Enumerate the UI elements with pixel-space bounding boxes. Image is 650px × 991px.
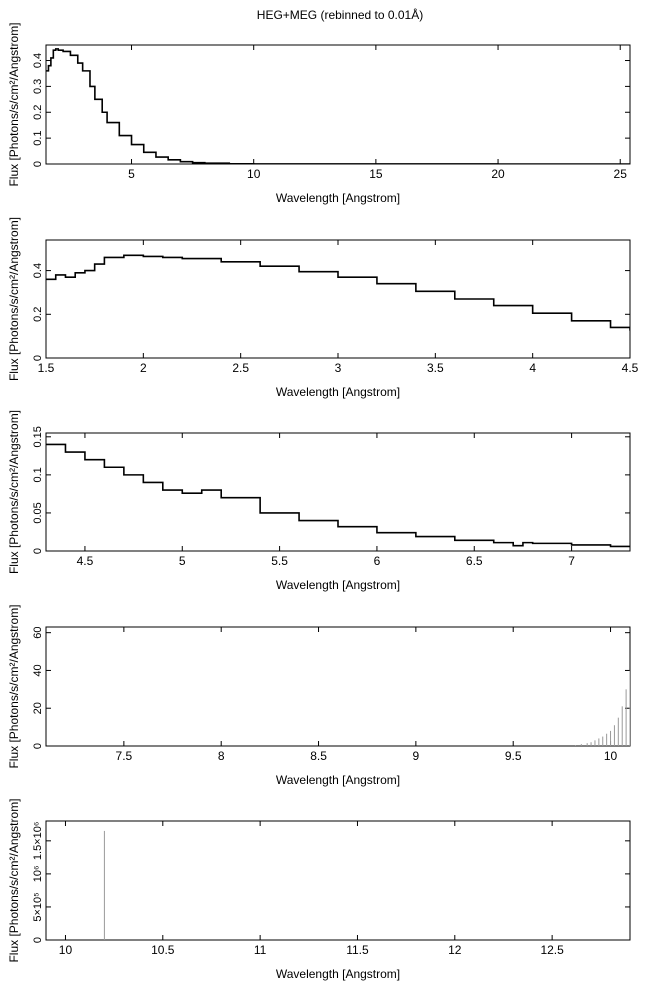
x-tick-label: 6 — [374, 554, 381, 568]
chart-panel-4: 7.5 8 8.5 9 9.5 10 0 20 40 60 Wavelength [Angstrom… — [7, 604, 631, 787]
y-tick-label: 0.4 — [32, 263, 44, 278]
y-tick-label: 0 — [32, 743, 44, 749]
plot-frame — [45, 820, 631, 941]
y-tick-label: 10⁶ — [32, 866, 44, 883]
x-tick-label: 9.5 — [505, 749, 522, 763]
y-tick-label: 1.5×10⁶ — [32, 822, 44, 860]
x-tick-label: 6.5 — [466, 554, 483, 568]
plot-frame — [45, 626, 631, 747]
chart-panel-3: 4.5 5 5.5 6 6.5 7 0 0.05 0.1 0.15 Wavelength [Angs… — [7, 410, 631, 592]
y-axis-label: Flux [Photons/s/cm²/Angstrom] — [7, 217, 21, 381]
x-tick-label: 2 — [140, 361, 147, 375]
x-tick-label: 5 — [179, 554, 186, 568]
x-tick-label: 12 — [448, 943, 462, 957]
y-tick-label: 0.4 — [32, 53, 44, 68]
x-tick-label: 5 — [128, 167, 135, 181]
series-line-1 — [46, 254, 630, 331]
y-tick-label: 0 — [32, 548, 44, 554]
y-axis-label: Flux [Photons/s/cm²/Angstrom] — [7, 410, 21, 574]
y-tick-label: 0.3 — [32, 79, 44, 94]
y-tick-label: 0.05 — [32, 502, 44, 523]
x-tick-label: 8.5 — [310, 749, 327, 763]
x-axis-label: Wavelength [Angstrom] — [276, 191, 400, 205]
x-axis-label: Wavelength [Angstrom] — [276, 773, 400, 787]
y-tick-label: 0 — [32, 161, 44, 167]
chart-panel-2: 1.5 2 2.5 3 3.5 4 4.5 0 0.2 0.4 Wavelength [Angstr… — [7, 217, 639, 399]
y-tick-label: 0.1 — [32, 130, 44, 145]
plot-frame — [45, 432, 631, 552]
x-tick-label: 2.5 — [232, 361, 249, 375]
x-tick-label: 7.5 — [116, 749, 133, 763]
x-tick-label: 15 — [369, 167, 383, 181]
x-tick-label: 8 — [218, 749, 225, 763]
plot-frame — [45, 239, 631, 359]
x-tick-label: 10 — [247, 167, 261, 181]
y-axis-label: Flux [Photons/s/cm²/Angstrom] — [7, 604, 21, 768]
x-tick-label: 4.5 — [622, 361, 639, 375]
y-tick-label: 0.15 — [32, 426, 44, 447]
y-tick-label: 0 — [32, 355, 44, 361]
data-area — [46, 254, 630, 331]
x-tick-label: 25 — [614, 167, 628, 181]
x-tick-label: 12.5 — [540, 943, 564, 957]
x-tick-label: 7 — [568, 554, 575, 568]
y-tick-label: 0 — [32, 937, 44, 943]
page-title: HEG+MEG (rebinned to 0.01Å) — [256, 8, 424, 22]
series-line-1 — [46, 48, 630, 164]
data-area — [46, 443, 630, 548]
x-tick-label: 10 — [59, 943, 73, 957]
y-tick-label: 0.2 — [32, 105, 44, 120]
plot-frame — [45, 44, 631, 165]
y-tick-label: 0.1 — [32, 467, 44, 482]
x-tick-label: 11 — [254, 943, 267, 957]
y-tick-label: 5×10⁵ — [32, 892, 44, 921]
series-line-1 — [46, 443, 630, 548]
x-tick-label: 4 — [529, 361, 536, 375]
x-tick-label: 5.5 — [271, 554, 288, 568]
chart-panel-5: 10 10.5 11 11.5 12 12.5 0 5×10⁵ 10⁶ 1.5×10⁶ Wavele… — [7, 798, 631, 981]
data-area — [46, 48, 630, 164]
x-tick-label: 11.5 — [346, 943, 369, 957]
x-tick-label: 3.5 — [427, 361, 444, 375]
x-tick-label: 3 — [335, 361, 342, 375]
y-tick-label: 60 — [32, 627, 44, 639]
y-tick-label: 20 — [32, 702, 44, 714]
x-axis-label: Wavelength [Angstrom] — [276, 967, 400, 981]
x-tick-label: 1.5 — [38, 361, 55, 375]
x-tick-label: 20 — [491, 167, 505, 181]
x-axis-label: Wavelength [Angstrom] — [276, 578, 400, 592]
y-axis-label: Flux [Photons/s/cm²/Angstrom] — [7, 798, 21, 962]
x-tick-label: 10.5 — [151, 943, 175, 957]
x-tick-label: 4.5 — [77, 554, 94, 568]
x-tick-label: 9 — [413, 749, 420, 763]
data-area — [574, 670, 630, 746]
chart-panel-1: 5 10 15 20 25 0 0.1 0.2 0.3 0.4 Wavelength [Angstr… — [7, 22, 631, 205]
x-tick-label: 10 — [604, 749, 618, 763]
x-axis-label: Wavelength [Angstrom] — [276, 385, 400, 399]
y-tick-label: 0.2 — [32, 307, 44, 322]
y-axis-label: Flux [Photons/s/cm²/Angstrom] — [7, 22, 21, 186]
y-tick-label: 40 — [32, 664, 44, 676]
